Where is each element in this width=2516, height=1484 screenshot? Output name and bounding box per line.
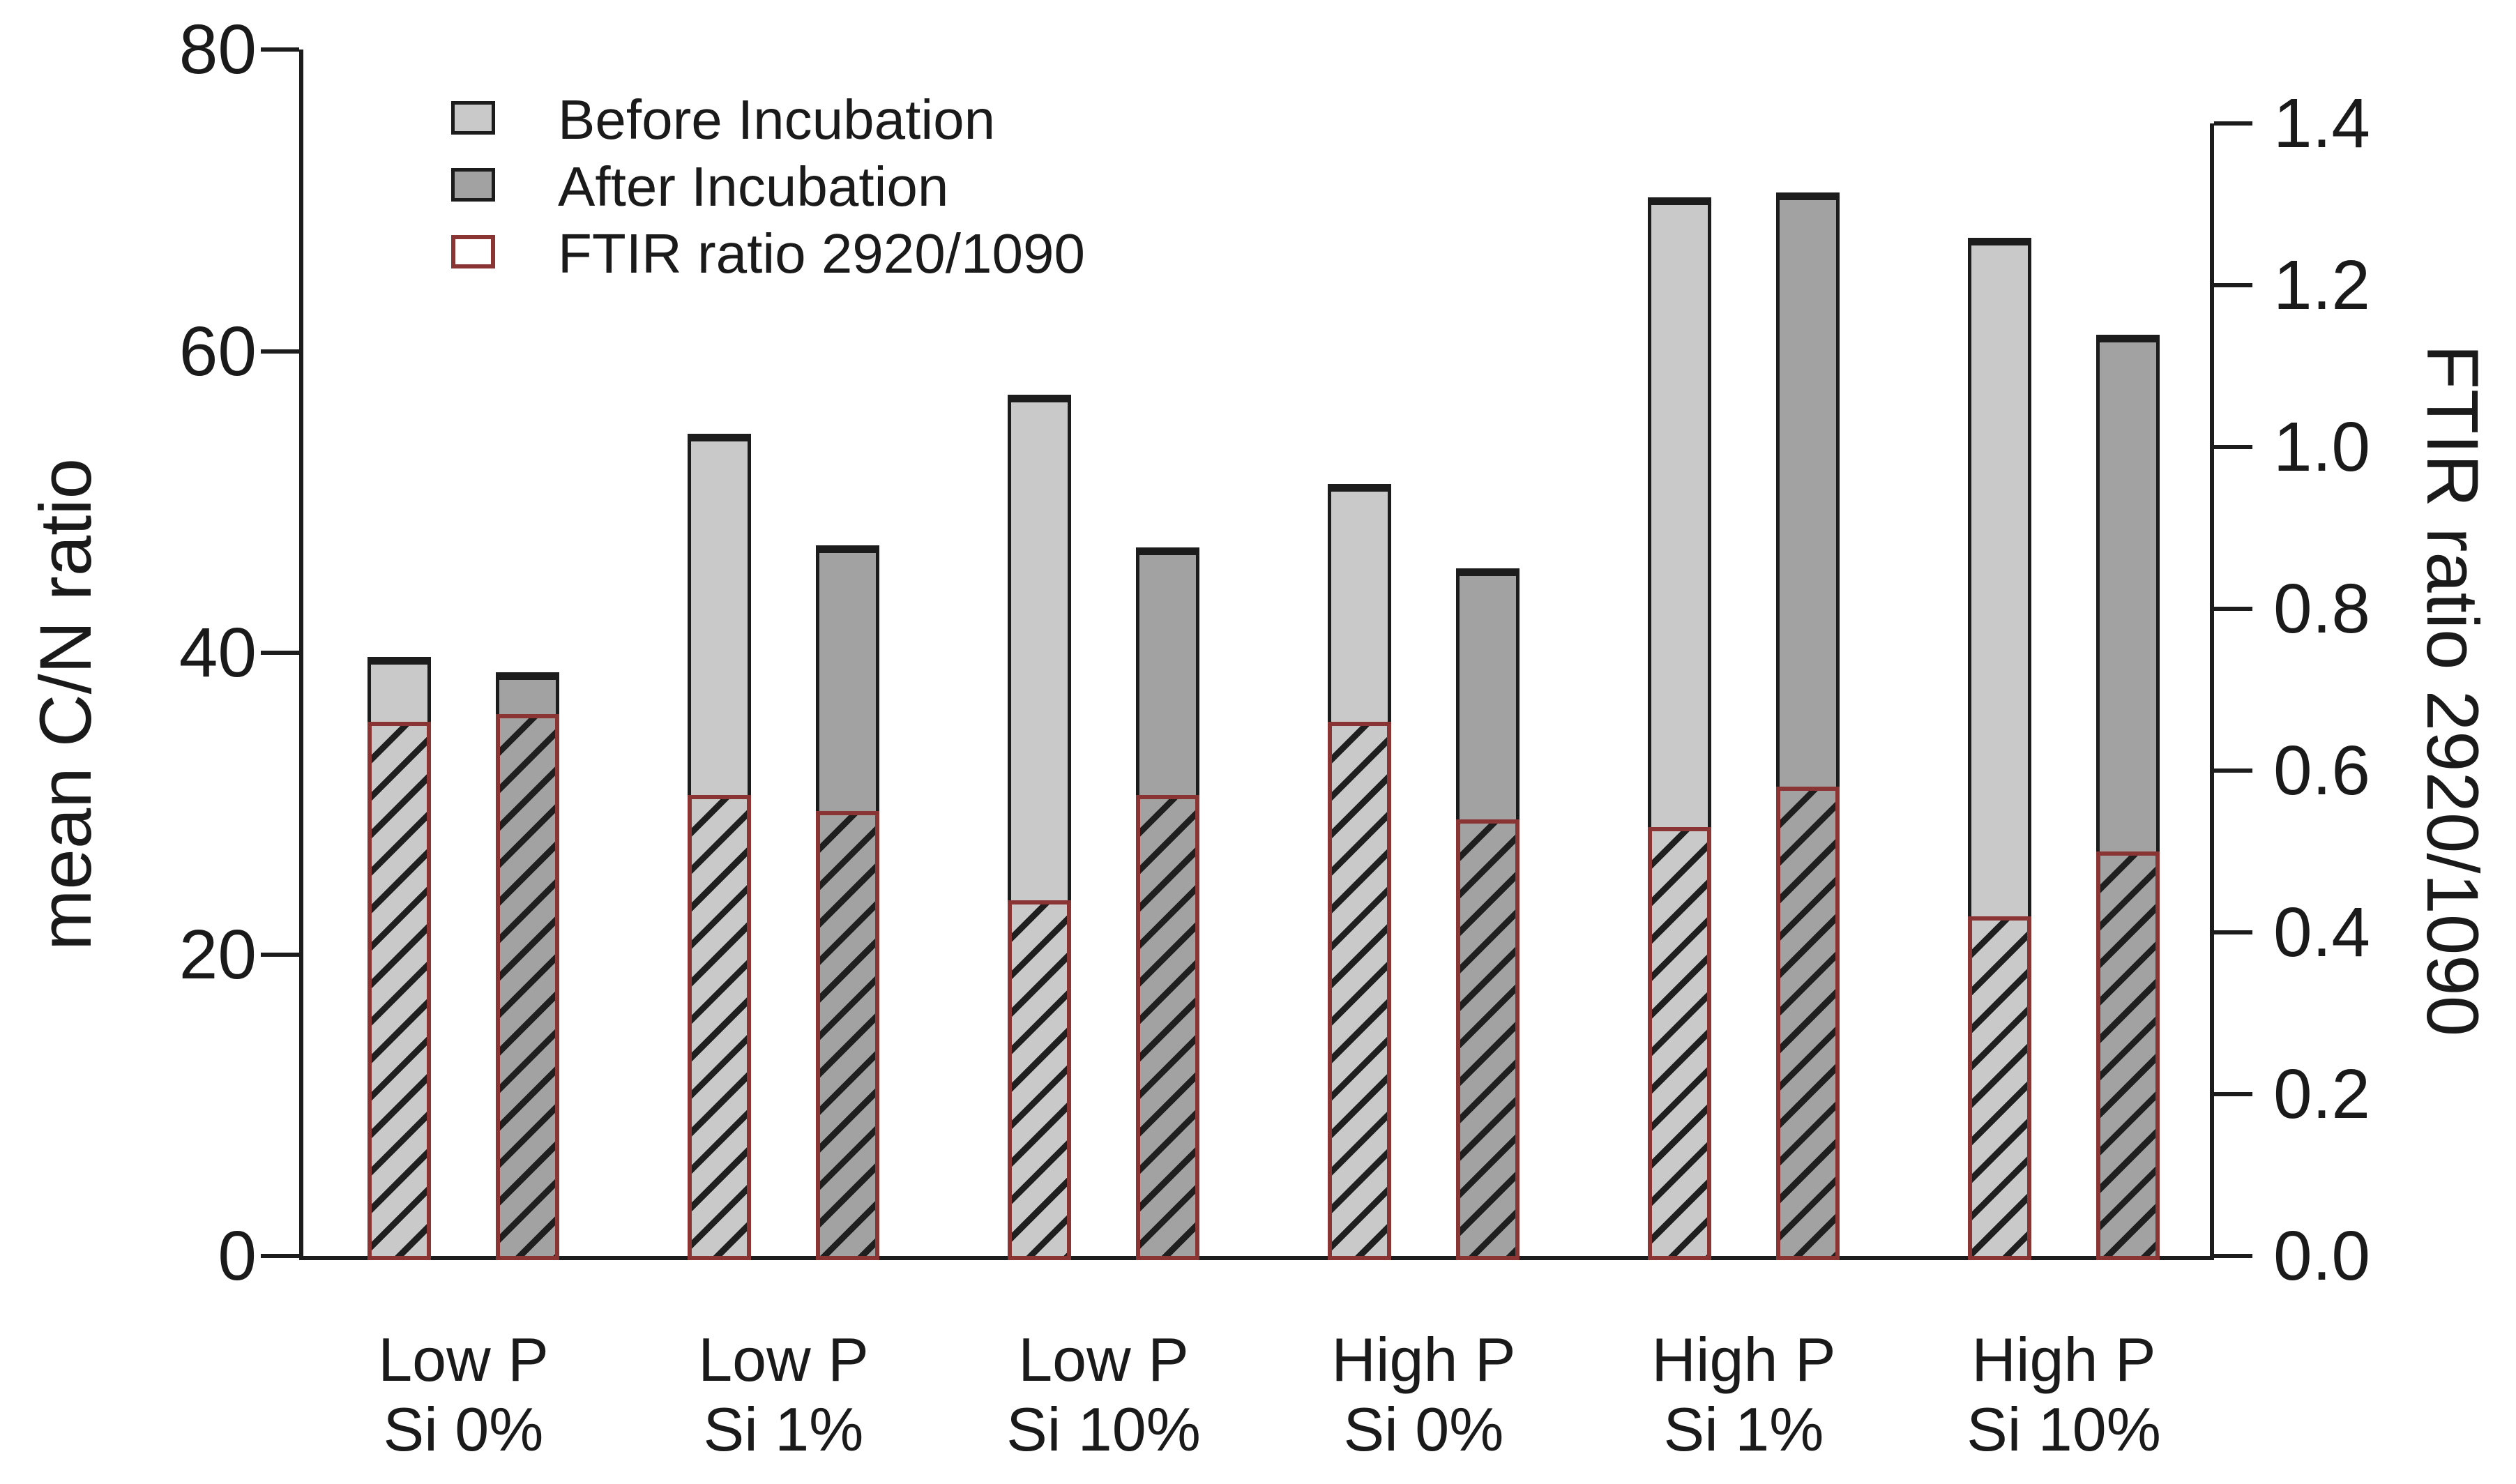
category-label-high-p-si-0: High P Si 0% [1331, 1325, 1516, 1464]
right-axis-tick-label: 0.2 [2273, 1055, 2371, 1133]
right-axis-tick [2214, 1254, 2252, 1258]
ftir-bar-after-high-p-si-10 [2096, 851, 2160, 1260]
ftir-bar-after-low-p-si-0 [496, 713, 559, 1260]
left-axis-tick [261, 651, 299, 655]
ftir-bar-after-high-p-si-1 [1776, 787, 1840, 1260]
left-axis-tick [261, 952, 299, 957]
left-axis-tick [261, 1254, 299, 1258]
right-axis-tick [2214, 121, 2252, 126]
category-label-low-p-si-0: Low P Si 0% [378, 1325, 549, 1464]
category-label-low-p-si-1: Low P Si 1% [698, 1325, 869, 1464]
right-axis-tick [2214, 768, 2252, 773]
left-axis-line [299, 50, 303, 1260]
right-axis-tick-label: 1.4 [2273, 84, 2371, 162]
left-axis-tick-label: 20 [179, 915, 257, 994]
category-label-low-p-si-10: Low P Si 10% [1006, 1325, 1201, 1464]
right-axis-tick [2214, 607, 2252, 611]
left-axis-tick-label: 0 [218, 1217, 257, 1295]
ftir-bar-before-high-p-si-0 [1328, 722, 1391, 1260]
ftir-bar-before-high-p-si-1 [1648, 827, 1711, 1260]
ftir-bar-before-high-p-si-10 [1968, 916, 2031, 1260]
x-axis-line [299, 1256, 2214, 1260]
legend-label-before: Before Incubation [558, 89, 996, 151]
right-axis-tick-label: 0.4 [2273, 893, 2371, 971]
left-axis-title: mean C/N ratio [25, 457, 107, 951]
right-axis-tick-label: 1.2 [2273, 246, 2371, 324]
left-axis-tick-label: 40 [179, 614, 257, 692]
right-axis-tick-label: 0.0 [2273, 1217, 2371, 1295]
ftir-bar-before-low-p-si-0 [367, 722, 431, 1260]
right-axis-line [2210, 123, 2214, 1260]
legend-label-ftir: FTIR ratio 2920/1090 [558, 222, 1085, 285]
right-axis-tick [2214, 283, 2252, 287]
left-axis-tick-label: 60 [179, 312, 257, 391]
ftir-bar-after-high-p-si-0 [1456, 819, 1520, 1260]
left-axis-tick [261, 349, 299, 354]
ftir-bar-after-low-p-si-1 [816, 811, 879, 1260]
right-axis-title: FTIR ratio 2920/1090 [2411, 344, 2493, 1037]
left-axis-tick-label: 80 [179, 10, 257, 89]
ftir-bar-before-low-p-si-10 [1008, 900, 1071, 1260]
right-axis-tick-label: 1.0 [2273, 408, 2371, 486]
category-label-high-p-si-10: High P Si 10% [1966, 1325, 2161, 1464]
right-axis-tick-label: 0.8 [2273, 570, 2371, 648]
legend-swatch-after [451, 168, 495, 202]
left-axis-tick [261, 47, 299, 52]
right-axis-tick [2214, 1092, 2252, 1096]
right-axis-tick [2214, 930, 2252, 934]
right-axis-tick-label: 0.6 [2273, 732, 2371, 810]
legend-label-after: After Incubation [558, 156, 949, 218]
ftir-bar-after-low-p-si-10 [1136, 794, 1199, 1260]
legend-swatch-ftir [451, 235, 495, 268]
ftir-bar-before-low-p-si-1 [688, 794, 751, 1260]
right-axis-tick [2214, 445, 2252, 449]
category-label-high-p-si-1: High P Si 1% [1651, 1325, 1836, 1464]
legend-swatch-before [451, 101, 495, 135]
